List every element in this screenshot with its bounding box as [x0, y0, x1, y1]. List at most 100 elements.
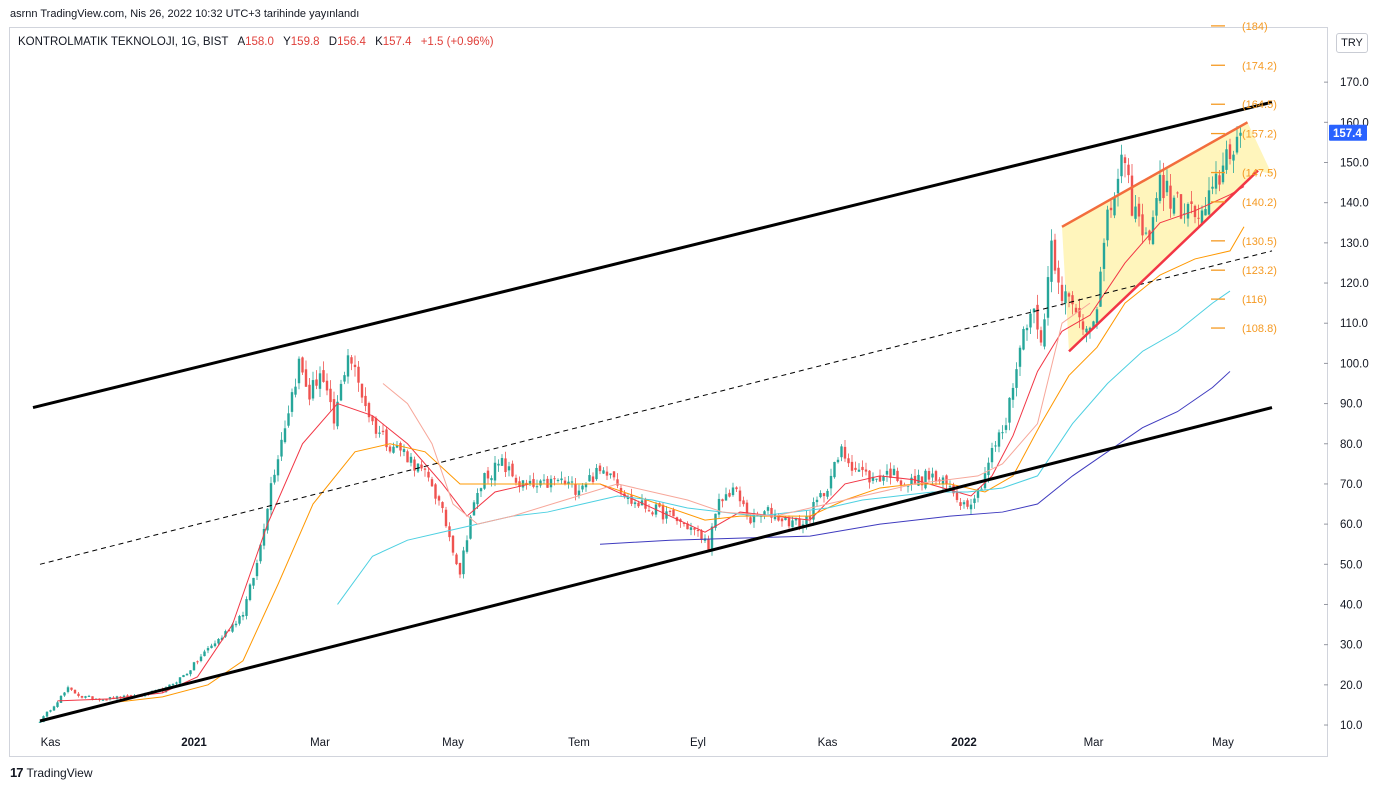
- candle-body: [805, 516, 808, 525]
- currency-button[interactable]: TRY: [1336, 33, 1368, 53]
- y-axis-tick-label: 110.0: [1340, 318, 1368, 330]
- symbol-name[interactable]: KONTROLMATIK TEKNOLOJI, 1G, BIST: [18, 36, 229, 48]
- candle-body: [976, 489, 980, 498]
- candle-body: [297, 358, 301, 384]
- trendline-wedge-lower: [1068, 169, 1259, 353]
- candle-body: [238, 616, 241, 624]
- candle-body: [959, 502, 962, 506]
- x-axis-tick-label: May: [1212, 737, 1234, 749]
- candle-body: [1039, 330, 1043, 343]
- candle-body: [1176, 192, 1179, 194]
- change-value: +1.5 (+0.96%): [420, 36, 494, 48]
- candle-body: [857, 469, 861, 472]
- candle-body: [822, 493, 826, 497]
- candle-body: [693, 528, 696, 530]
- candle-body: [525, 482, 528, 484]
- candle-body: [59, 695, 63, 703]
- candle-body: [1137, 203, 1141, 217]
- candle-body: [780, 518, 784, 522]
- candle-body: [189, 670, 192, 675]
- candle-body: [1158, 174, 1162, 201]
- candle-body: [563, 480, 567, 484]
- candle-body: [609, 473, 612, 476]
- candle-body: [325, 380, 329, 391]
- candle-body: [402, 449, 406, 453]
- y-axis-tick-label: 20.0: [1340, 680, 1362, 692]
- candle-body: [1123, 157, 1127, 164]
- candle-body: [493, 462, 497, 481]
- candle-body: [294, 386, 297, 395]
- candle-body: [455, 554, 458, 565]
- candle-body: [532, 479, 535, 487]
- candle-body: [686, 523, 689, 530]
- candle-body: [241, 615, 245, 617]
- trendline-wedge-upper: [1061, 121, 1249, 228]
- candle-body: [371, 416, 374, 422]
- high-label: Y: [283, 36, 291, 48]
- candle-body: [539, 480, 542, 486]
- candle-body: [318, 373, 322, 389]
- candle-body: [973, 498, 976, 504]
- candle-body: [486, 470, 490, 479]
- candle-body: [458, 562, 462, 575]
- candle-body: [1179, 194, 1183, 219]
- candle-body: [49, 710, 52, 712]
- candle-body: [1155, 198, 1158, 216]
- close-value: 157.4: [382, 36, 412, 48]
- chart-frame[interactable]: [9, 27, 1328, 757]
- moving-average-line-4: [599, 371, 1231, 545]
- candle-body: [868, 470, 871, 483]
- candle-body: [269, 483, 273, 511]
- candle-body: [472, 502, 476, 516]
- candle-body: [843, 446, 847, 459]
- candle-body: [836, 459, 840, 463]
- candle-body: [469, 516, 472, 539]
- tradingview-logo-icon[interactable]: 17: [10, 765, 24, 780]
- candle-body: [560, 478, 563, 481]
- candle-body: [724, 494, 728, 501]
- candle-body: [591, 476, 595, 483]
- candle-body: [966, 500, 969, 507]
- candle-body: [742, 500, 745, 505]
- fib-level-label: (147.5): [1242, 168, 1277, 180]
- candle-body: [892, 468, 896, 476]
- candle-body: [413, 459, 416, 471]
- candle-body: [220, 637, 224, 641]
- candle-body: [766, 507, 770, 511]
- candle-body: [105, 699, 108, 701]
- candle-body: [556, 479, 560, 481]
- candle-body: [756, 514, 759, 516]
- candle-body: [763, 511, 766, 516]
- candle-body: [441, 502, 444, 509]
- candle-body: [948, 486, 952, 488]
- candle-body: [567, 481, 570, 484]
- candle-body: [1057, 267, 1060, 283]
- footer: 17 TradingView: [10, 765, 93, 780]
- candle-body: [668, 510, 672, 512]
- candle-body: [1113, 197, 1116, 216]
- candle-body: [1193, 205, 1197, 218]
- candle-body: [381, 430, 385, 433]
- candle-body: [1099, 271, 1102, 307]
- candle-body: [322, 370, 325, 382]
- candle-body: [595, 467, 598, 480]
- footer-brand[interactable]: TradingView: [26, 765, 93, 780]
- candle-body: [1144, 232, 1148, 234]
- candle-body: [1064, 291, 1067, 304]
- candle-body: [794, 517, 798, 521]
- candle-body: [871, 476, 875, 481]
- candle-body: [315, 379, 318, 386]
- candle-body: [1235, 136, 1239, 153]
- candle-body: [728, 492, 731, 497]
- candle-body: [504, 458, 507, 473]
- candle-body: [1092, 321, 1095, 329]
- candle-body: [91, 696, 94, 700]
- candle-body: [819, 493, 822, 498]
- candle-body: [266, 508, 269, 531]
- candle-body: [717, 498, 721, 515]
- candle-body: [350, 357, 353, 364]
- y-axis-tick-label: 140.0: [1340, 198, 1369, 210]
- candle-body: [626, 497, 630, 499]
- plot-area[interactable]: [32, 100, 1273, 723]
